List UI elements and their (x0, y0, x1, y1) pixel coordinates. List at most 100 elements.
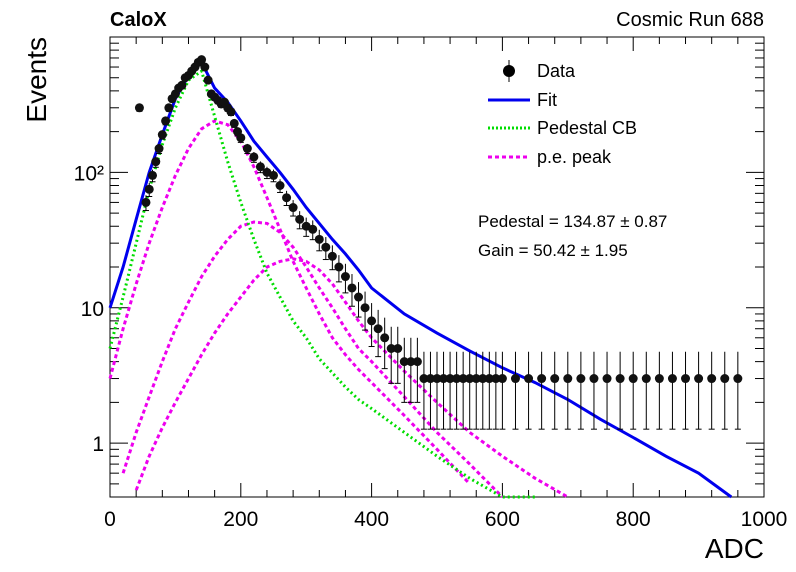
data-point (733, 374, 743, 384)
data-point (269, 170, 278, 180)
legend-label-data: Data (537, 61, 576, 81)
experiment-label: CaloX (110, 9, 167, 31)
x-axis-title: ADC (705, 533, 764, 564)
data-point (537, 374, 547, 384)
data-point (161, 116, 171, 126)
data-point (157, 130, 167, 140)
data-point (380, 333, 390, 343)
data-point (628, 374, 638, 384)
data-point (452, 374, 462, 384)
curve-p-e-peak-1 (108, 119, 471, 485)
data-point (550, 374, 560, 384)
data-point (148, 170, 158, 180)
x-tick-label: 0 (104, 508, 116, 531)
data-point (151, 157, 161, 167)
y-tick-label: 1 (92, 433, 104, 456)
data-point (144, 184, 154, 194)
data-point (386, 344, 396, 354)
data-point (154, 144, 164, 154)
legend-label-fit: Fit (537, 90, 557, 110)
data-point (412, 357, 422, 367)
data-point (399, 357, 409, 367)
data-point (340, 272, 350, 282)
y-axis-title: Events (21, 37, 52, 123)
data-point (393, 344, 403, 354)
data-point (354, 292, 364, 302)
data-point (602, 374, 612, 384)
x-tick-label: 800 (616, 508, 651, 531)
data-point (249, 152, 259, 162)
data-point (321, 242, 331, 252)
legend-label-pe-peak: p.e. peak (537, 147, 612, 167)
data-point (334, 262, 344, 272)
data-point (707, 374, 717, 384)
x-tick-label: 1000 (741, 508, 788, 531)
legend: Data Fit Pedestal CB p.e. peak (488, 60, 637, 167)
data-point (445, 374, 455, 384)
data-point (432, 374, 442, 384)
legend-data-marker (503, 65, 515, 77)
data-point (347, 283, 357, 293)
data-point (255, 162, 265, 172)
x-tick-label: 600 (485, 508, 520, 531)
legend-entry-fit: Fit (488, 90, 557, 110)
curve-p-e-peak-2 (121, 220, 504, 499)
data-point (373, 324, 383, 334)
data-point (524, 374, 534, 384)
pedestal-result: Pedestal = 134.87 ± 0.87 (478, 212, 667, 231)
data-point (275, 180, 285, 190)
data-point (484, 374, 494, 384)
data-point (641, 374, 651, 384)
x-tick-label: 200 (223, 508, 258, 531)
curve-p-e-peak-3 (134, 257, 569, 499)
y-tick-label: 10² (74, 162, 104, 185)
data-point (141, 197, 151, 207)
data-point (197, 55, 207, 65)
legend-entry-pedestal: Pedestal CB (488, 118, 637, 138)
data-point (458, 374, 468, 384)
data-point (576, 374, 586, 384)
data-point (465, 374, 475, 384)
data-point (694, 374, 704, 384)
x-tick-label: 400 (354, 508, 389, 531)
data-point (471, 374, 481, 384)
data-point (360, 303, 370, 313)
data-point (308, 224, 318, 234)
data-point (478, 374, 488, 384)
data-point (282, 193, 292, 203)
data-point (406, 357, 416, 367)
data-point (681, 374, 691, 384)
data-point (720, 374, 730, 384)
data-point (164, 103, 174, 113)
data-point (563, 374, 573, 384)
data-point (295, 214, 305, 224)
data-point (510, 374, 520, 384)
data-point (615, 374, 625, 384)
legend-entry-pe-peak: p.e. peak (488, 147, 612, 167)
y-tick-label: 10 (81, 298, 104, 321)
data-point (491, 374, 501, 384)
data-point (589, 374, 599, 384)
data-point (314, 234, 324, 244)
data-point (236, 133, 246, 143)
data-point (242, 144, 252, 154)
data-point (177, 80, 187, 90)
data-point (229, 118, 239, 128)
data-point (327, 251, 337, 261)
data-point (288, 203, 298, 213)
data-point (226, 107, 236, 117)
data-point (203, 75, 213, 85)
data-point (439, 374, 449, 384)
data-point (419, 374, 429, 384)
data-point (200, 62, 210, 72)
data-point (497, 374, 507, 384)
data-point (367, 316, 377, 326)
data-point (654, 374, 664, 384)
legend-entry-data: Data (503, 60, 576, 82)
legend-label-pedestal: Pedestal CB (537, 118, 637, 138)
gain-result: Gain = 50.42 ± 1.95 (478, 241, 628, 260)
data-point (425, 374, 435, 384)
data-point (134, 103, 144, 113)
run-label: Cosmic Run 688 (616, 9, 764, 31)
